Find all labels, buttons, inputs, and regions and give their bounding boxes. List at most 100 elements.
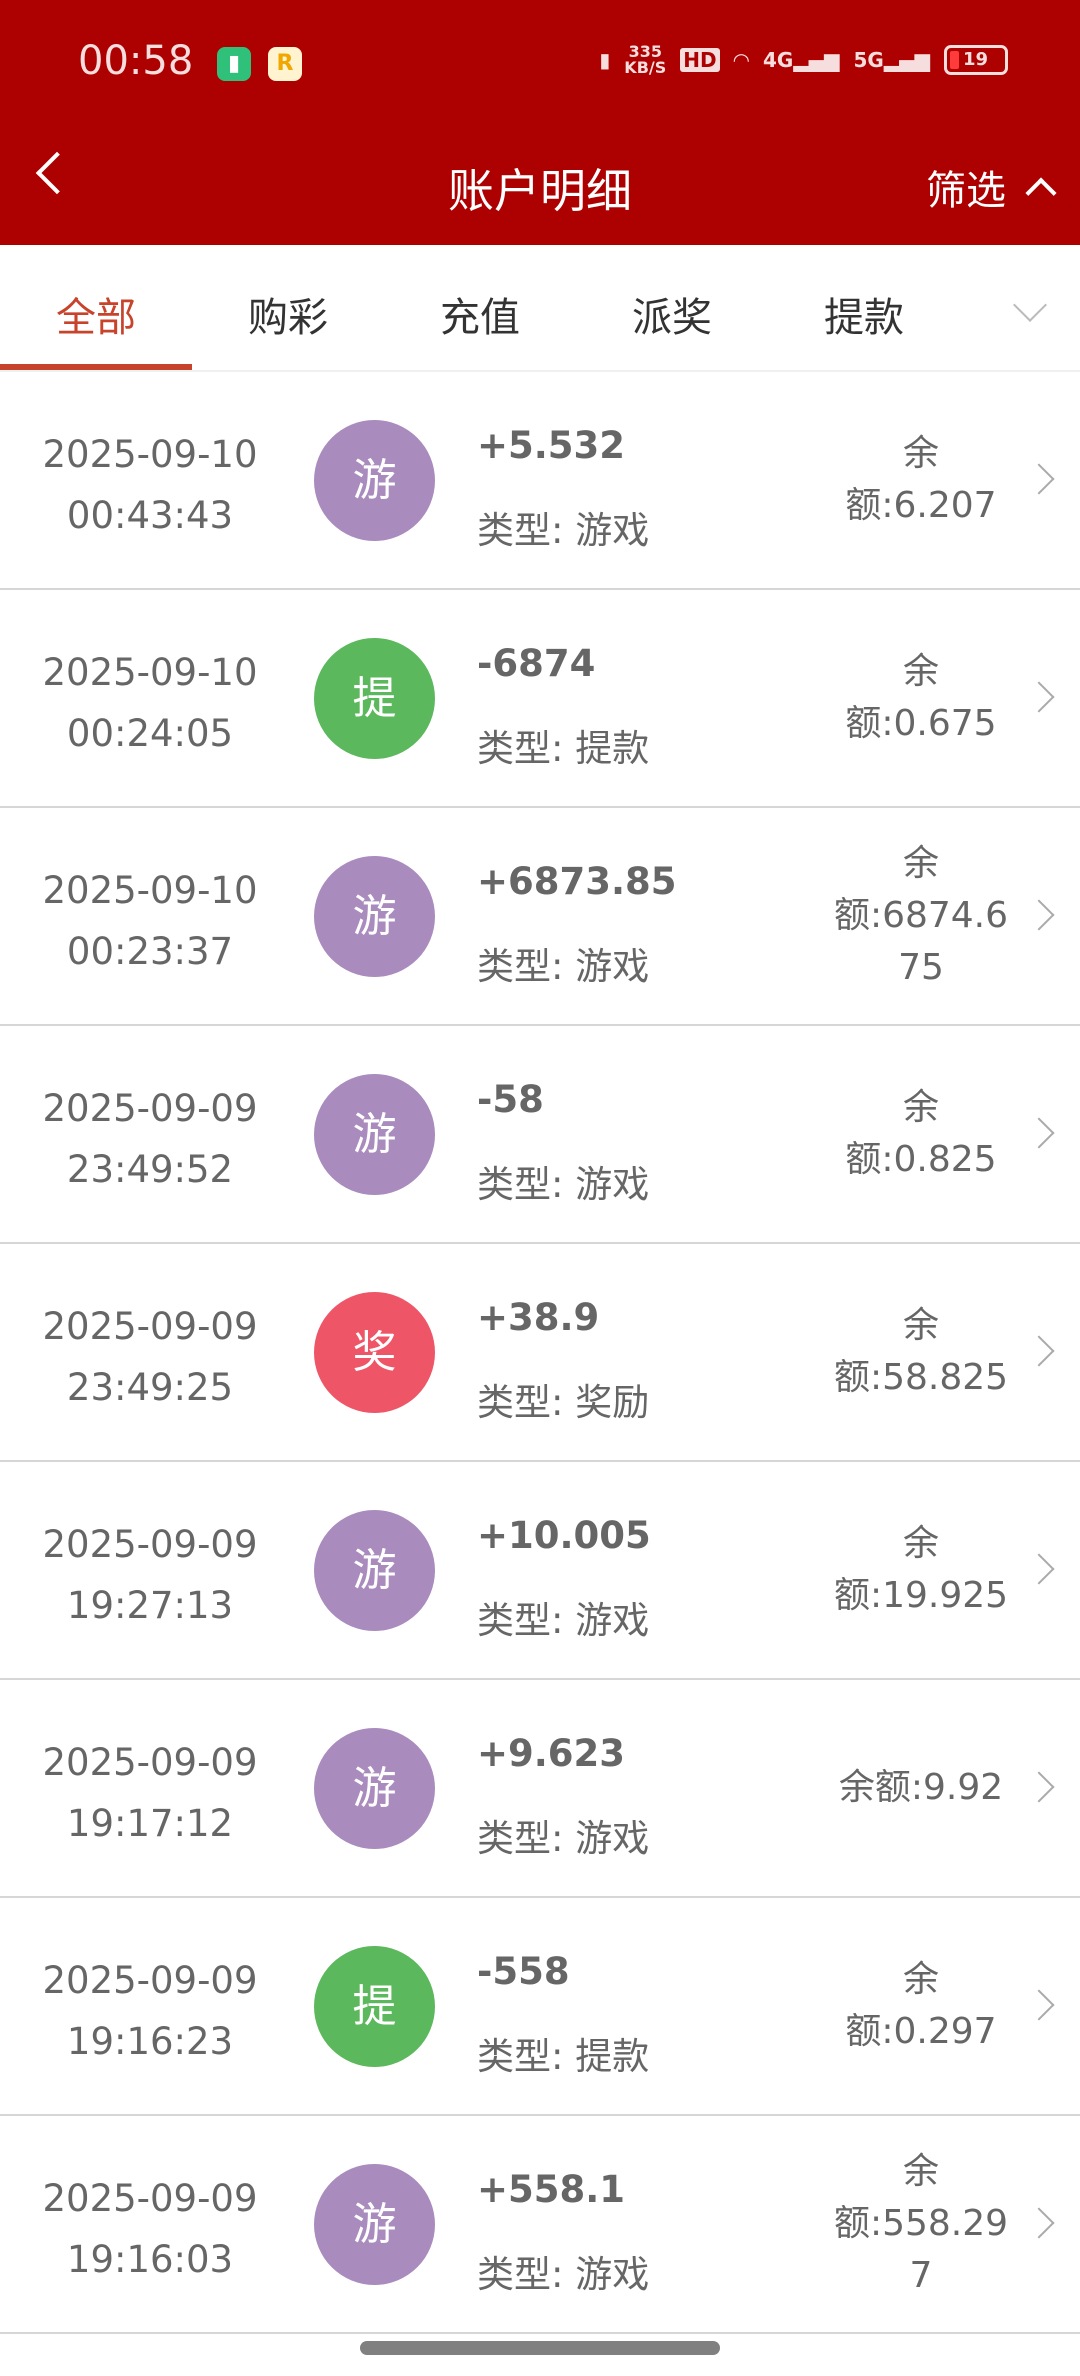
transaction-datetime: 2025-09-09 19:17:12 (30, 1732, 270, 1854)
signal-4g-icon: 4G▂▄▆ (763, 48, 840, 72)
transaction-datetime: 2025-09-09 19:16:03 (30, 2168, 270, 2290)
transaction-balance: 余额:6874.675 (833, 843, 1009, 988)
transaction-type: 类型: 提款 (477, 2035, 650, 2078)
type-badge-icon: 奖 (314, 1292, 435, 1413)
transaction-type: 类型: 游戏 (477, 509, 650, 552)
transaction-row[interactable]: 2025-09-09 19:17:12 游 +9.623 类型: 游戏 余额:9.92 (0, 1680, 1080, 1898)
active-tab-indicator (0, 364, 192, 370)
chevron-right-icon (1023, 1989, 1055, 2021)
tab-recharge[interactable]: 充值 (440, 295, 520, 341)
transaction-type: 类型: 游戏 (477, 945, 650, 988)
status-time: 00:58 (78, 38, 194, 84)
chevron-down-icon[interactable] (1013, 288, 1047, 322)
battery-app-icon: ▮ (217, 47, 251, 81)
transaction-type: 类型: 提款 (477, 727, 650, 770)
transaction-datetime: 2025-09-09 23:49:25 (30, 1296, 270, 1418)
chevron-right-icon (1023, 899, 1055, 931)
tab-withdraw[interactable]: 提款 (824, 295, 904, 341)
tab-payout[interactable]: 派奖 (632, 295, 712, 341)
transaction-datetime: 2025-09-10 00:43:43 (30, 424, 270, 546)
transaction-balance: 余额:58.825 (833, 1305, 1009, 1398)
transaction-time: 00:43:43 (66, 494, 234, 537)
transaction-list: 2025-09-10 00:43:43 游 +5.532 类型: 游戏 余额:6.207 2… (0, 372, 1080, 2334)
transaction-time: 19:16:23 (66, 2020, 234, 2063)
filter-button[interactable]: 筛选 (926, 158, 1057, 216)
transaction-date: 2025-09-10 (42, 433, 258, 476)
home-indicator[interactable] (360, 2341, 720, 2355)
transaction-date: 2025-09-10 (42, 869, 258, 912)
transaction-amount: +9.623 (477, 1732, 626, 1775)
transaction-date: 2025-09-09 (42, 1087, 258, 1130)
vibrate-icon: ▮ (599, 48, 611, 72)
chevron-right-icon (1023, 1553, 1055, 1585)
signal-5g-label: 5G (853, 48, 884, 72)
transaction-datetime: 2025-09-09 19:27:13 (30, 1514, 270, 1636)
app-header: 00:58 ▮ R ▮ 335 KB/S HD ◠ 4G▂▄▆ 5G▂▄▆ 19 … (0, 0, 1080, 245)
transaction-type: 类型: 游戏 (477, 1817, 650, 1860)
transaction-time: 00:24:05 (66, 712, 234, 755)
transaction-time: 23:49:52 (66, 1148, 234, 1191)
type-badge-icon: 游 (314, 856, 435, 977)
transaction-row[interactable]: 2025-09-09 19:27:13 游 +10.005 类型: 游戏 余额:19.92… (0, 1462, 1080, 1680)
page-title: 账户明细 (448, 164, 632, 218)
type-badge-icon: 游 (314, 1510, 435, 1631)
transaction-amount: +38.9 (477, 1296, 600, 1339)
transaction-type: 类型: 游戏 (477, 2253, 650, 2296)
transaction-amount: -58 (477, 1078, 544, 1121)
transaction-row[interactable]: 2025-09-10 00:43:43 游 +5.532 类型: 游戏 余额:6.207 (0, 372, 1080, 590)
transaction-balance: 余额:6.207 (845, 433, 997, 526)
transaction-row[interactable]: 2025-09-10 00:23:37 游 +6873.85 类型: 游戏 余额:6874… (0, 808, 1080, 1026)
transaction-time: 19:16:03 (66, 2238, 234, 2281)
wifi-icon: ◠ (733, 48, 749, 72)
transaction-datetime: 2025-09-10 00:23:37 (30, 860, 270, 982)
transaction-datetime: 2025-09-10 00:24:05 (30, 642, 270, 764)
net-speed-unit: KB/S (624, 58, 667, 77)
signal-4g-label: 4G (763, 48, 794, 72)
transaction-date: 2025-09-09 (42, 1959, 258, 2002)
chevron-right-icon (1023, 1771, 1055, 1803)
type-badge-icon: 游 (314, 1074, 435, 1195)
transaction-date: 2025-09-10 (42, 651, 258, 694)
transaction-row[interactable]: 2025-09-09 19:16:03 游 +558.1 类型: 游戏 余额:558.29… (0, 2116, 1080, 2334)
transaction-balance: 余额:0.675 (845, 651, 997, 744)
transaction-amount: +10.005 (477, 1514, 651, 1557)
transaction-row[interactable]: 2025-09-09 23:49:52 游 -58 类型: 游戏 余额:0.825 (0, 1026, 1080, 1244)
transaction-row[interactable]: 2025-09-09 23:49:25 奖 +38.9 类型: 奖励 余额:58.825 (0, 1244, 1080, 1462)
transaction-amount: +5.532 (477, 424, 626, 467)
transaction-date: 2025-09-09 (42, 2177, 258, 2220)
transaction-row[interactable]: 2025-09-10 00:24:05 提 -6874 类型: 提款 余额:0.675 (0, 590, 1080, 808)
transaction-balance: 余额:0.825 (845, 1087, 997, 1180)
transaction-amount: -6874 (477, 642, 596, 685)
signal-5g-icon: 5G▂▄▆ (853, 48, 931, 72)
type-badge-icon: 提 (314, 638, 435, 759)
type-badge-icon: 游 (314, 1728, 435, 1849)
transaction-datetime: 2025-09-09 23:49:52 (30, 1078, 270, 1200)
r-app-icon: R (268, 47, 302, 81)
transaction-balance: 余额:558.297 (833, 2151, 1009, 2296)
transaction-type: 类型: 游戏 (477, 1599, 650, 1642)
tab-all[interactable]: 全部 (56, 295, 136, 341)
chevron-right-icon (1023, 2207, 1055, 2239)
transaction-row[interactable]: 2025-09-09 19:16:23 提 -558 类型: 提款 余额:0.297 (0, 1898, 1080, 2116)
status-bar: 00:58 ▮ R ▮ 335 KB/S HD ◠ 4G▂▄▆ 5G▂▄▆ 19 (0, 0, 1080, 130)
net-speed: 335 KB/S (624, 44, 666, 76)
chevron-right-icon (1023, 681, 1055, 713)
transaction-date: 2025-09-09 (42, 1523, 258, 1566)
transaction-balance: 余额:9.92 (838, 1767, 1004, 1808)
transaction-time: 19:27:13 (66, 1584, 234, 1627)
transaction-type: 类型: 奖励 (477, 1381, 650, 1424)
transaction-date: 2025-09-09 (42, 1305, 258, 1348)
chevron-up-icon (1025, 177, 1057, 209)
transaction-time: 00:23:37 (66, 930, 234, 973)
net-speed-value: 335 (628, 42, 662, 61)
transaction-balance: 余额:19.925 (833, 1523, 1009, 1616)
hd-icon: HD (680, 48, 720, 72)
transaction-date: 2025-09-09 (42, 1741, 258, 1784)
battery-icon: 19 (944, 45, 1008, 75)
transaction-amount: +558.1 (477, 2168, 626, 2211)
tab-purchase[interactable]: 购彩 (248, 295, 328, 341)
transaction-type: 类型: 游戏 (477, 1163, 650, 1206)
chevron-right-icon (1023, 463, 1055, 495)
transaction-datetime: 2025-09-09 19:16:23 (30, 1950, 270, 2072)
chevron-right-icon (1023, 1335, 1055, 1367)
